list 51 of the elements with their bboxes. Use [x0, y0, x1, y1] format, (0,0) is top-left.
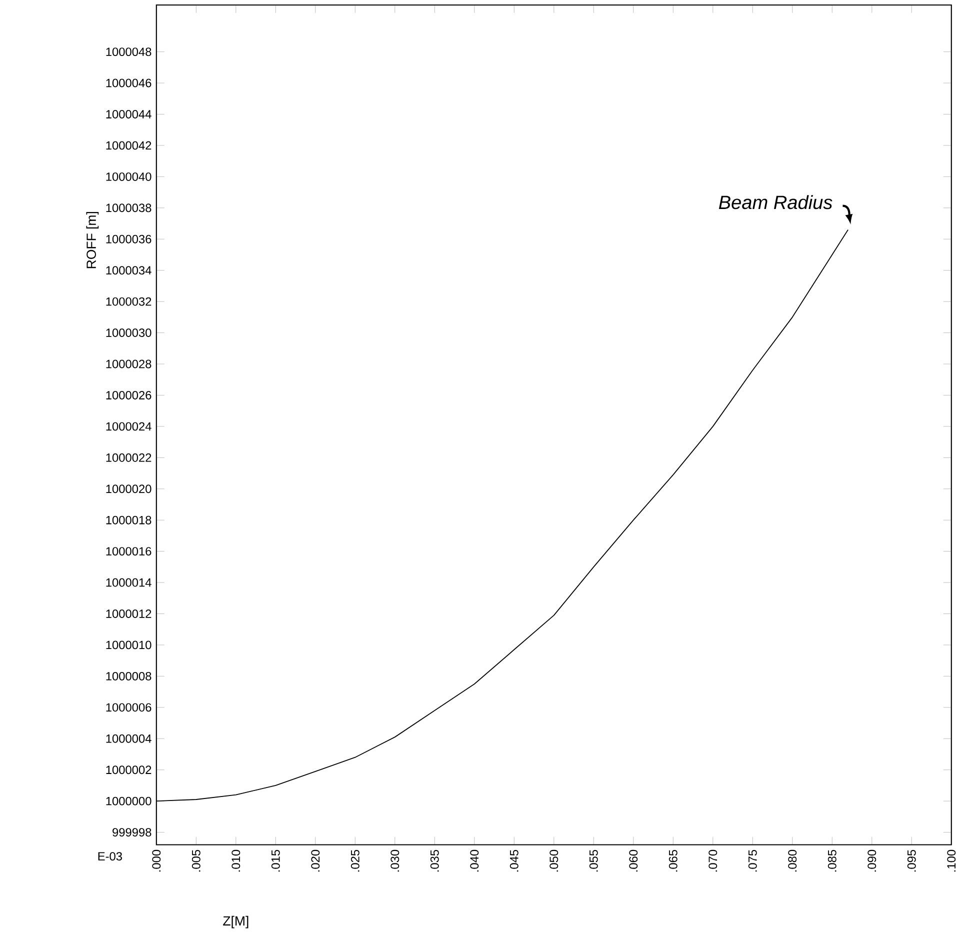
x-tick-label: .040: [470, 850, 479, 872]
y-tick-label: 1000034: [106, 266, 152, 274]
y-tick-label: 1000036: [106, 234, 152, 244]
x-tick-label: .065: [668, 850, 678, 872]
x-tick-label: .070: [708, 850, 718, 872]
y-tick-label: 1000000: [106, 796, 152, 806]
y-tick-label: 1000018: [106, 516, 152, 524]
y-tick-label: 1000002: [106, 765, 152, 774]
y-tick-label: 1000014: [106, 578, 152, 587]
y-tick-label: 1000030: [106, 328, 152, 337]
y-tick-label: 1000022: [106, 453, 152, 462]
annotation: Beam Radius: [718, 194, 832, 209]
x-tick-label: .085: [828, 850, 836, 872]
y-tick-label: 1000046: [106, 78, 152, 88]
y-tick-label: 1000004: [106, 734, 152, 743]
x-tick-label: .030: [390, 850, 400, 872]
x-tick-label: .005: [192, 850, 200, 872]
x-tick-label: .055: [589, 850, 598, 872]
y-tick-label: 999998: [112, 828, 152, 836]
x-tick-label: .015: [271, 850, 280, 872]
x-tick-label: .010: [232, 850, 240, 872]
x-tick-label: .100: [947, 850, 956, 872]
x-axis-title: Z[M]: [223, 916, 248, 928]
x-tick-label: .080: [788, 850, 797, 872]
y-tick-label: 1000006: [106, 703, 152, 712]
y-tick-label: 1000048: [106, 47, 152, 56]
y-tick-label: 1000044: [106, 110, 152, 118]
x-tick-label: .095: [907, 850, 916, 872]
y-tick-label: 1000040: [106, 172, 152, 181]
x-tick-label: .045: [510, 850, 518, 872]
y-tick-label: 1000016: [106, 546, 152, 556]
x-tick-label: .000: [152, 850, 161, 872]
x-tick-label: .075: [748, 850, 757, 872]
x-tick-label: .050: [550, 850, 558, 872]
y-tick-label: 1000028: [106, 360, 152, 368]
x-tick-label: .025: [350, 850, 360, 872]
y-axis-title: ROFF [m]: [86, 212, 99, 268]
text: E-03: [98, 852, 122, 860]
x-tick-label: .060: [629, 850, 638, 872]
x-tick-label: .090: [868, 850, 876, 872]
y-tick-label: 1000010: [106, 640, 152, 649]
x-tick-label: .035: [430, 850, 439, 872]
y-tick-label: 1000020: [106, 484, 152, 493]
y-tick-label: 1000024: [106, 422, 152, 430]
y-tick-label: 1000008: [106, 672, 152, 680]
x-tick-label: .020: [311, 850, 320, 872]
y-tick-label: 1000026: [106, 390, 152, 400]
y-tick-label: 1000042: [106, 141, 152, 150]
y-tick-label: 1000032: [106, 297, 152, 306]
y-tick-label: 1000038: [106, 203, 152, 212]
y-tick-label: 1000012: [106, 609, 152, 618]
